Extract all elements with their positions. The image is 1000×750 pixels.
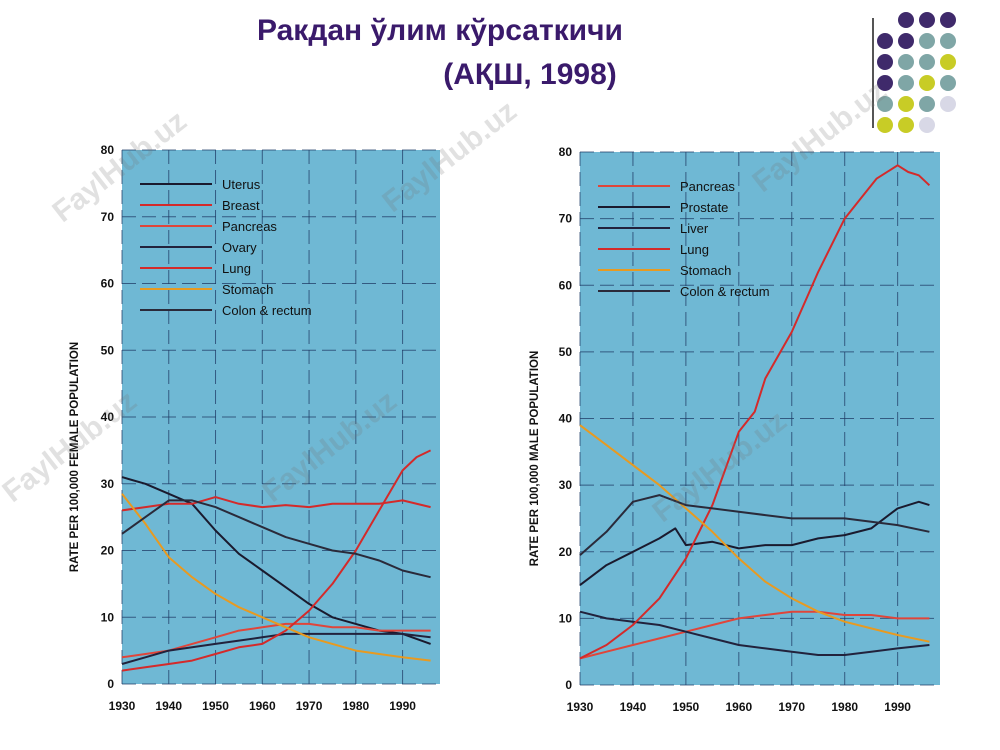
series-line-stomach: [579, 424, 930, 643]
decor-dot: [940, 12, 956, 28]
slide-title-line2: (АҚШ, 1998): [443, 58, 617, 91]
decor-dot: [898, 12, 914, 28]
series-line-prostate: [579, 500, 930, 586]
x-tick-label: 1960: [725, 700, 752, 714]
legend-label: Pancreas: [222, 219, 277, 234]
y-tick-label: 0: [107, 677, 114, 691]
decor-dot: [919, 96, 935, 112]
y-tick-label: 60: [101, 277, 115, 291]
y-tick-label: 70: [101, 210, 115, 224]
decor-dot: [877, 75, 893, 91]
x-tick-label: 1970: [778, 700, 805, 714]
y-tick-label: 30: [101, 477, 115, 491]
decor-dot: [877, 117, 893, 133]
x-tick-label: 1940: [155, 699, 182, 713]
decor-dot: [919, 75, 935, 91]
y-tick-label: 50: [101, 343, 115, 357]
series-line-colon-rectum: [579, 494, 930, 556]
legend-label: Colon & rectum: [222, 303, 312, 318]
x-tick-label: 1990: [884, 700, 911, 714]
y-tick-label: 50: [559, 345, 573, 359]
decor-dot: [919, 54, 935, 70]
female-mortality-chart: 0 10 20 30 40 50 60 70 80 1930 1940 1950 1960 1970 198…: [69, 143, 440, 713]
legend-label: Liver: [680, 221, 709, 236]
series-line-stomach: [121, 493, 431, 662]
legend-label: Uterus: [222, 177, 261, 192]
decor-dot: [940, 75, 956, 91]
y-tick-label: 80: [559, 145, 573, 159]
decor-dot: [919, 12, 935, 28]
decor-divider-line: [872, 18, 874, 128]
series-line-colon-rectum: [121, 499, 431, 579]
legend-label: Colon & rectum: [680, 284, 770, 299]
decor-dot: [877, 96, 893, 112]
x-tick-label: 1980: [342, 699, 369, 713]
x-tick-label: 1950: [202, 699, 229, 713]
decor-dot: [898, 75, 914, 91]
y-tick-label: 40: [101, 410, 115, 424]
y-axis-label: RATE PER 100,000 FEMALE POPULATION: [69, 342, 81, 572]
y-tick-label: 20: [101, 544, 115, 558]
y-tick-label: 20: [559, 545, 573, 559]
legend-label: Lung: [680, 242, 709, 257]
legend-label: Pancreas: [680, 179, 735, 194]
decor-dot: [940, 96, 956, 112]
x-tick-label: 1990: [389, 699, 416, 713]
x-tick-label: 1960: [249, 699, 276, 713]
series-line-liver: [579, 610, 930, 656]
series-line-ovary: [121, 632, 431, 665]
y-tick-label: 70: [559, 212, 573, 226]
decor-dot: [898, 117, 914, 133]
decor-dot: [919, 33, 935, 49]
legend-label: Ovary: [222, 240, 257, 255]
y-tick-label: 10: [559, 611, 573, 625]
decor-dot: [898, 96, 914, 112]
slide-title-line1: Ракдан ўлим кўрсаткичи: [257, 14, 623, 47]
x-tick-label: 1980: [831, 700, 858, 714]
y-tick-label: 30: [559, 478, 573, 492]
decor-dot-grid: [877, 12, 956, 133]
series-line-pancreas: [579, 610, 930, 660]
x-tick-label: 1940: [620, 700, 647, 714]
y-axis-label: RATE PER 100,000 MALE POPULATION: [529, 351, 541, 567]
decor-dot: [877, 54, 893, 70]
y-tick-label: 80: [101, 143, 115, 157]
x-tick-label: 1930: [109, 699, 136, 713]
legend-label: Lung: [222, 261, 251, 276]
decor-dot: [940, 33, 956, 49]
y-tick-label: 0: [565, 678, 572, 692]
legend-label: Stomach: [222, 282, 273, 297]
legend-label: Breast: [222, 198, 260, 213]
series-line-breast: [121, 496, 431, 512]
male-mortality-chart: 0 10 20 30 40 50 60 70 80 1930 1940 1950 1960 1970 198…: [529, 145, 940, 714]
decor-dot: [877, 33, 893, 49]
x-tick-label: 1930: [567, 700, 594, 714]
decor-dot: [919, 117, 935, 133]
y-tick-label: 40: [559, 412, 573, 426]
decor-dot: [898, 33, 914, 49]
x-tick-label: 1970: [296, 699, 323, 713]
decor-dot: [898, 54, 914, 70]
series-line-lung: [121, 449, 432, 672]
legend-label: Stomach: [680, 263, 731, 278]
series-line-lung: [579, 164, 931, 660]
legend-label: Prostate: [680, 200, 728, 215]
decor-dot: [940, 54, 956, 70]
y-tick-label: 10: [101, 610, 115, 624]
x-tick-label: 1950: [673, 700, 700, 714]
y-tick-label: 60: [559, 278, 573, 292]
